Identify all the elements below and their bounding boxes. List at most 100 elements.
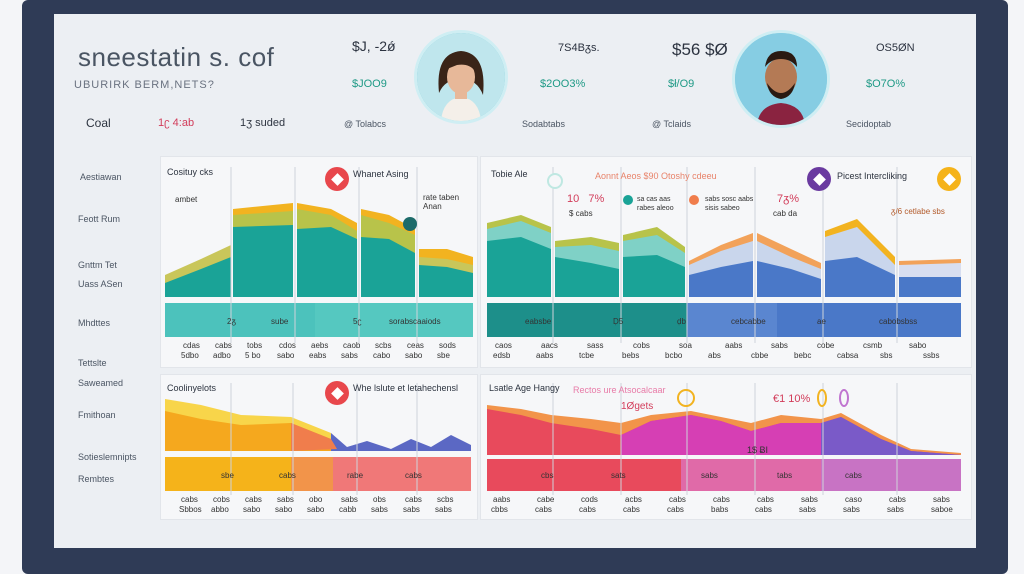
axis-tick-label: babs [711, 505, 729, 514]
axis-tick-label: tobs [247, 341, 263, 350]
axis-tick-label: scbs [437, 495, 454, 504]
axis-tick-label: cobe [817, 341, 835, 350]
band-label: sabs [701, 471, 718, 480]
axis-tick-label: sabs [341, 351, 358, 360]
stat-2: 7S4Bᵹs. [558, 42, 600, 54]
axis-tick-label: sabs [771, 341, 788, 350]
band-label: 2ᵹ [227, 317, 236, 326]
panel-top-right: Tobie Ale Aonnt Aeos $90 Otoshy cdeeu 10… [480, 156, 972, 368]
stat-row2-1: $JOO9 [352, 78, 387, 90]
diamond-badge-icon[interactable] [807, 167, 831, 191]
legend-dot-icon [689, 195, 699, 205]
value-1: 1Øgets [621, 401, 654, 412]
marker-dot-icon[interactable] [403, 217, 417, 231]
axis-tick-label: caob [343, 341, 361, 350]
band-label: sats [611, 471, 626, 480]
header-text: Aonnt Aeos $90 Otoshy cdeeu [595, 171, 717, 181]
meta-c: @ Tolabcs [344, 119, 386, 129]
meta-b: 1ʒ suded [240, 117, 286, 129]
info-ring-icon[interactable] [839, 389, 849, 407]
avatar-man-icon[interactable] [732, 30, 830, 128]
axis-tick-label: cabe [537, 495, 555, 504]
axis-tick-label: bcbo [665, 351, 683, 360]
axis-tick-label: cabsa [837, 351, 859, 360]
axis-tick-label: cabs [669, 495, 686, 504]
value-2: €1 10% [773, 393, 811, 405]
panel-bottom-right: Lsatle Age Hangy Rectos ure Atsocalcaar … [480, 374, 972, 520]
goal-label: Coal [86, 116, 111, 130]
chart-top-left [165, 167, 473, 343]
page-title: sneestatin s. cof [78, 42, 275, 72]
value-1-sub: $ cabs [569, 209, 593, 218]
info-ring-icon[interactable] [817, 389, 827, 407]
meta-f: Secidoptab [846, 119, 892, 129]
axis-tick-label: sabs [403, 505, 420, 514]
diamond-badge-icon[interactable] [325, 167, 349, 191]
axis-tick-label: sabo [277, 351, 295, 360]
band-label: tabs [777, 471, 793, 480]
info-ring-icon[interactable] [677, 389, 695, 407]
badge-label: Picest Intercliking [837, 171, 908, 181]
diamond-badge-icon[interactable] [325, 381, 349, 405]
sidebar-item-6[interactable]: Tettslte [78, 358, 107, 368]
badge-label: Whe lslute et letahechensl [353, 383, 459, 393]
axis-tick-label: cabs [535, 505, 552, 514]
page-subtitle: UBURIRK BERM,NETS? [74, 79, 215, 91]
axis-tick-label: cabs [713, 495, 730, 504]
sidebar-item-1[interactable]: Aestiawan [80, 172, 122, 182]
axis-tick-label: caos [495, 341, 512, 350]
sidebar-item-8[interactable]: Fmithoan [78, 410, 116, 420]
band-label: cebcabbe [731, 317, 766, 326]
axis-tick-label: adbo [213, 351, 231, 360]
meta-d: Sodabtabs [522, 119, 566, 129]
sidebar-item-10[interactable]: Rembtes [78, 474, 115, 484]
axis-tick-label: cabb [339, 505, 357, 514]
sidebar-item-4[interactable]: Uass ASen [78, 279, 123, 289]
sidebar-item-7[interactable]: Saweamed [78, 378, 124, 388]
sidebar-item-2[interactable]: Feott Rum [78, 214, 121, 224]
axis-tick-label: cabs [405, 495, 422, 504]
axis-tick-label: sabs [435, 505, 452, 514]
band-label: sbe [221, 471, 234, 480]
band-label: cabs [279, 471, 296, 480]
sidebar-item-5[interactable]: Mhdttes [78, 318, 111, 328]
axis-tick-label: tcbe [579, 351, 595, 360]
band-label: ḍb [677, 317, 686, 326]
axis-tick-label: aabs [493, 495, 511, 504]
axis-tick-label: caso [845, 495, 862, 504]
stat-3: $56 $Ø [672, 40, 728, 59]
sidebar-item-3[interactable]: Gnttm Tet [78, 260, 117, 270]
band-label: cabobsbss [879, 317, 918, 326]
axis-tick-label: obs [373, 495, 386, 504]
avatar-woman-icon[interactable] [414, 30, 508, 124]
axis-tick-label: sabo [405, 351, 423, 360]
stat-4: OS5ØN [876, 42, 915, 54]
band-label: cabs [845, 471, 862, 480]
toggle-dot-icon[interactable] [547, 173, 563, 189]
axis-tick-label: aabs [536, 351, 554, 360]
axis-tick-label: sbe [437, 351, 450, 360]
panel-title: Lsatle Age Hangy [489, 383, 560, 393]
axis-tick-label: 5 bo [245, 351, 261, 360]
axis-tick-label: sabo [909, 341, 927, 350]
axis-tick-label: cabs [623, 505, 640, 514]
note-left: ambet [175, 195, 198, 204]
axis-tick-label: cabs [245, 495, 262, 504]
axis-tick-label: Sbbos [179, 505, 202, 514]
axis-tick-label: cabs [667, 505, 684, 514]
axis-tick-label: soa [679, 341, 692, 350]
chart-top-right [487, 167, 961, 343]
axis-tick-label: sabs [933, 495, 950, 504]
axis-tick-label: scbs [375, 341, 392, 350]
note-right: rate taben Anan [423, 193, 460, 211]
note-right: ᵹ/6 cetlabe sbs [891, 207, 945, 216]
axis-tick-label: sabo [243, 505, 261, 514]
sidebar-item-9[interactable]: Sotieslemnipts [78, 452, 137, 462]
axis-tick-label: cabs [215, 341, 232, 350]
axis-tick-label: ssbs [923, 351, 940, 360]
axis-tick-label: obo [309, 495, 323, 504]
axis-tick-label: ceas [407, 341, 424, 350]
band-label: cbs [541, 471, 554, 480]
axis-tick-label: saboe [931, 505, 953, 514]
diamond-badge-icon[interactable] [937, 167, 961, 191]
